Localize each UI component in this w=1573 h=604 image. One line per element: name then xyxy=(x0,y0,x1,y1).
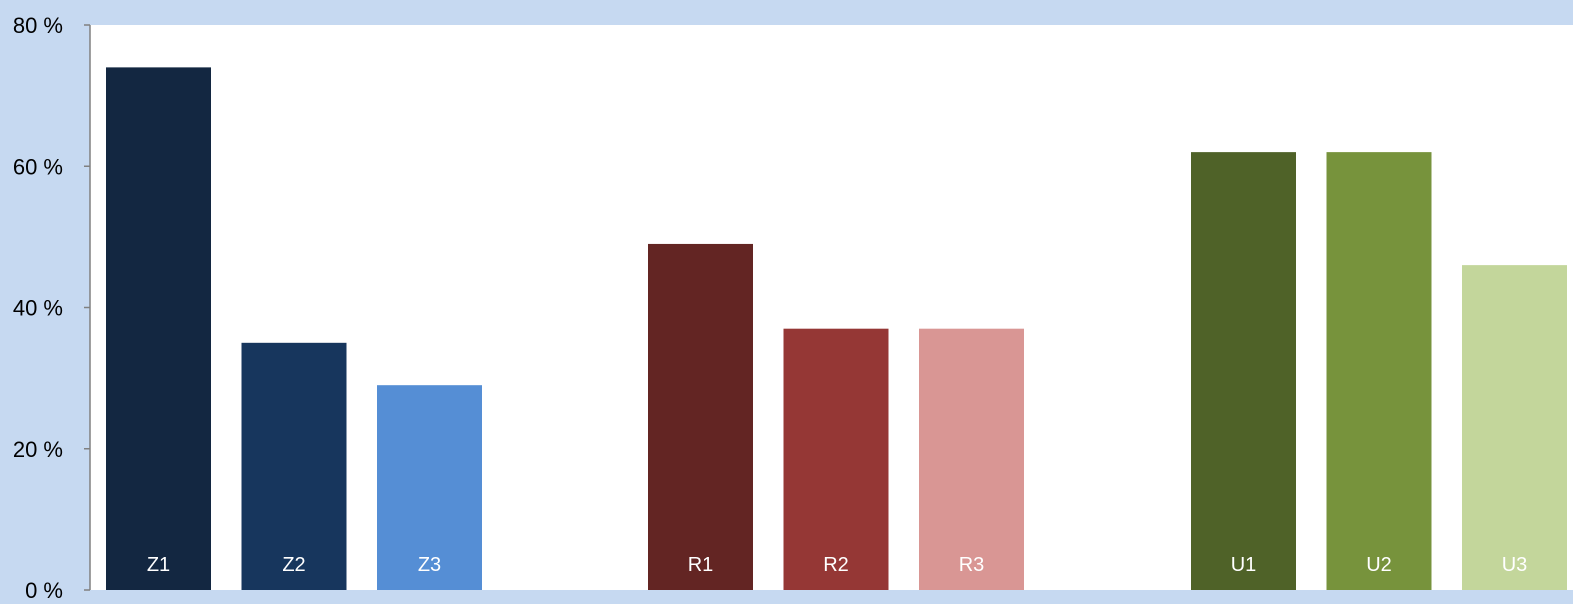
y-tick-label: 0 % xyxy=(25,578,63,599)
bar-u3 xyxy=(1462,265,1567,590)
bar-label-z2: Z2 xyxy=(282,554,305,576)
bar-label-u2: U2 xyxy=(1366,554,1392,576)
bar-label-r2: R2 xyxy=(823,554,849,576)
y-tick-label: 40 % xyxy=(13,296,63,321)
bars-group: Z1 Z2 Z3 R1 R2 R3 U1 U2 U3 xyxy=(106,67,1567,590)
bar-label-z1: Z1 xyxy=(147,554,170,576)
bar-r3 xyxy=(919,328,1024,590)
bar-z1 xyxy=(106,67,211,590)
y-tick-label: 80 % xyxy=(13,13,63,38)
bar-r1 xyxy=(648,243,753,590)
y-tick-label: 60 % xyxy=(13,154,63,179)
bar-z2 xyxy=(241,342,347,590)
bar-label-u3: U3 xyxy=(1502,554,1528,576)
bar-label-z3: Z3 xyxy=(418,554,441,576)
bar-u1 xyxy=(1191,152,1296,590)
y-tick-label: 20 % xyxy=(13,437,63,462)
bar-label-r1: R1 xyxy=(688,554,714,576)
bar-r2 xyxy=(783,328,889,590)
bar-label-u1: U1 xyxy=(1231,554,1257,576)
bar-z3 xyxy=(377,385,482,590)
y-axis: 0 % 20 % 40 % 60 % 80 % xyxy=(13,13,91,603)
bar-u2 xyxy=(1326,152,1432,590)
bar-label-r3: R3 xyxy=(959,554,985,576)
